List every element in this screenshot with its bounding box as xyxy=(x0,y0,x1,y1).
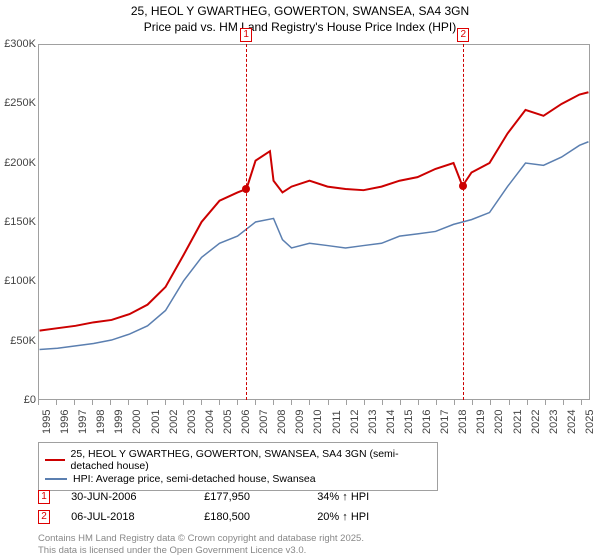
xtick-mark xyxy=(328,400,329,405)
legend-row: HPI: Average price, semi-detached house,… xyxy=(45,473,431,485)
chart-plot-area xyxy=(38,44,590,400)
ytick-label: £0 xyxy=(0,394,36,406)
ytick-label: £150K xyxy=(0,216,36,228)
xtick-mark xyxy=(472,400,473,405)
legend-box: 25, HEOL Y GWARTHEG, GOWERTON, SWANSEA, … xyxy=(38,442,438,491)
xtick-mark xyxy=(418,400,419,405)
xtick-mark xyxy=(237,400,238,405)
sale-price-2: £180,500 xyxy=(204,511,314,523)
sale-delta-1: 34% ↑ HPI xyxy=(317,491,407,503)
xtick-mark xyxy=(400,400,401,405)
line-plot-svg xyxy=(39,45,589,399)
ytick-label: £300K xyxy=(0,38,36,50)
legend-label: HPI: Average price, semi-detached house,… xyxy=(73,473,316,485)
legend-row: 25, HEOL Y GWARTHEG, GOWERTON, SWANSEA, … xyxy=(45,448,431,472)
xtick-mark xyxy=(454,400,455,405)
attribution-line-1: Contains HM Land Registry data © Crown c… xyxy=(38,533,364,544)
xtick-mark xyxy=(346,400,347,405)
series-hpi xyxy=(40,142,589,350)
xtick-mark xyxy=(165,400,166,405)
xtick-mark xyxy=(563,400,564,405)
title-line-2: Price paid vs. HM Land Registry's House … xyxy=(0,20,600,36)
xtick-mark xyxy=(255,400,256,405)
sale-marker-2-icon: 2 xyxy=(38,510,50,524)
series-price_paid xyxy=(40,92,589,330)
sale-marker-1-icon: 1 xyxy=(38,490,50,504)
ytick-label: £100K xyxy=(0,275,36,287)
sale-vline xyxy=(463,44,464,400)
attribution-line-2: This data is licensed under the Open Gov… xyxy=(38,545,364,556)
xtick-mark xyxy=(183,400,184,405)
xtick-mark xyxy=(92,400,93,405)
xtick-mark xyxy=(545,400,546,405)
sale-delta-2: 20% ↑ HPI xyxy=(317,511,407,523)
ytick-label: £50K xyxy=(0,335,36,347)
sale-date-2: 06-JUL-2018 xyxy=(71,511,201,523)
xtick-mark xyxy=(581,400,582,405)
xtick-mark xyxy=(490,400,491,405)
xtick-mark xyxy=(273,400,274,405)
xtick-mark xyxy=(56,400,57,405)
xtick-mark xyxy=(147,400,148,405)
xtick-mark xyxy=(219,400,220,405)
legend-label: 25, HEOL Y GWARTHEG, GOWERTON, SWANSEA, … xyxy=(71,448,431,472)
xtick-mark xyxy=(201,400,202,405)
ytick-label: £200K xyxy=(0,157,36,169)
sale-marker-box: 1 xyxy=(240,28,252,42)
sale-price-1: £177,950 xyxy=(204,491,314,503)
xtick-mark xyxy=(527,400,528,405)
xtick-mark xyxy=(436,400,437,405)
xtick-mark xyxy=(110,400,111,405)
xtick-mark xyxy=(509,400,510,405)
xtick-mark xyxy=(309,400,310,405)
xtick-mark xyxy=(38,400,39,405)
xtick-mark xyxy=(291,400,292,405)
legend-swatch xyxy=(45,459,65,461)
ytick-label: £250K xyxy=(0,97,36,109)
xtick-mark xyxy=(74,400,75,405)
sale-dot xyxy=(459,182,467,190)
sale-dot xyxy=(242,185,250,193)
legend-swatch xyxy=(45,478,67,480)
sale-row-1: 1 30-JUN-2006 £177,950 34% ↑ HPI xyxy=(38,490,407,504)
xtick-mark xyxy=(128,400,129,405)
sale-date-1: 30-JUN-2006 xyxy=(71,491,201,503)
attribution-text: Contains HM Land Registry data © Crown c… xyxy=(38,533,364,556)
sale-marker-box: 2 xyxy=(457,28,469,42)
sale-row-2: 2 06-JUL-2018 £180,500 20% ↑ HPI xyxy=(38,510,407,524)
title-line-1: 25, HEOL Y GWARTHEG, GOWERTON, SWANSEA, … xyxy=(0,4,600,20)
xtick-mark xyxy=(382,400,383,405)
xtick-label: 2025 xyxy=(584,410,600,434)
sale-vline xyxy=(246,44,247,400)
xtick-mark xyxy=(364,400,365,405)
chart-title: 25, HEOL Y GWARTHEG, GOWERTON, SWANSEA, … xyxy=(0,0,600,35)
